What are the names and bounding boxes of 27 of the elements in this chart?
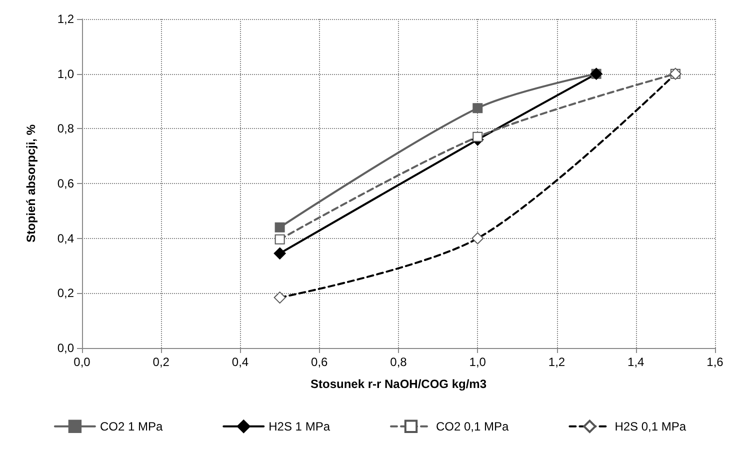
legend-label: H2S 1 MPa — [268, 419, 330, 434]
y-tick-label: 1,2 — [57, 12, 74, 26]
x-tick-label: 0,2 — [152, 355, 170, 369]
y-tick-label: 0,0 — [57, 341, 74, 355]
y-tick-label: 1,0 — [57, 66, 74, 81]
y-tick-label: 0,4 — [57, 231, 74, 246]
point — [472, 132, 483, 142]
y-tick-label: 0,2 — [57, 286, 74, 300]
legend-label: H2S 0,1 MPa — [614, 419, 686, 434]
point — [274, 247, 286, 260]
x-tick-label: 1,6 — [706, 355, 724, 369]
x-tick-label: 1,4 — [628, 355, 645, 369]
x-tick-label: 0,8 — [390, 355, 408, 369]
y-tick-label: 0,8 — [57, 122, 74, 136]
point — [274, 234, 285, 244]
x-tick-label: 0,6 — [311, 355, 328, 369]
x-axis-title: Stosunek r-r NaOH/COG kg/m3 — [310, 377, 487, 391]
x-tick-label: 1,2 — [548, 355, 566, 369]
x-tick-label: 0,0 — [74, 355, 91, 369]
x-tick-label: 1,0 — [469, 355, 486, 369]
point — [472, 103, 483, 114]
legend-label: CO2 1 MPa — [100, 419, 163, 434]
y-axis-title: Stopień absorpcji, % — [24, 124, 38, 243]
point — [274, 222, 285, 232]
x-tick-label: 0,4 — [232, 355, 249, 369]
legend-label: CO2 0,1 MPa — [436, 419, 510, 434]
y-tick-label: 0,6 — [57, 176, 74, 190]
